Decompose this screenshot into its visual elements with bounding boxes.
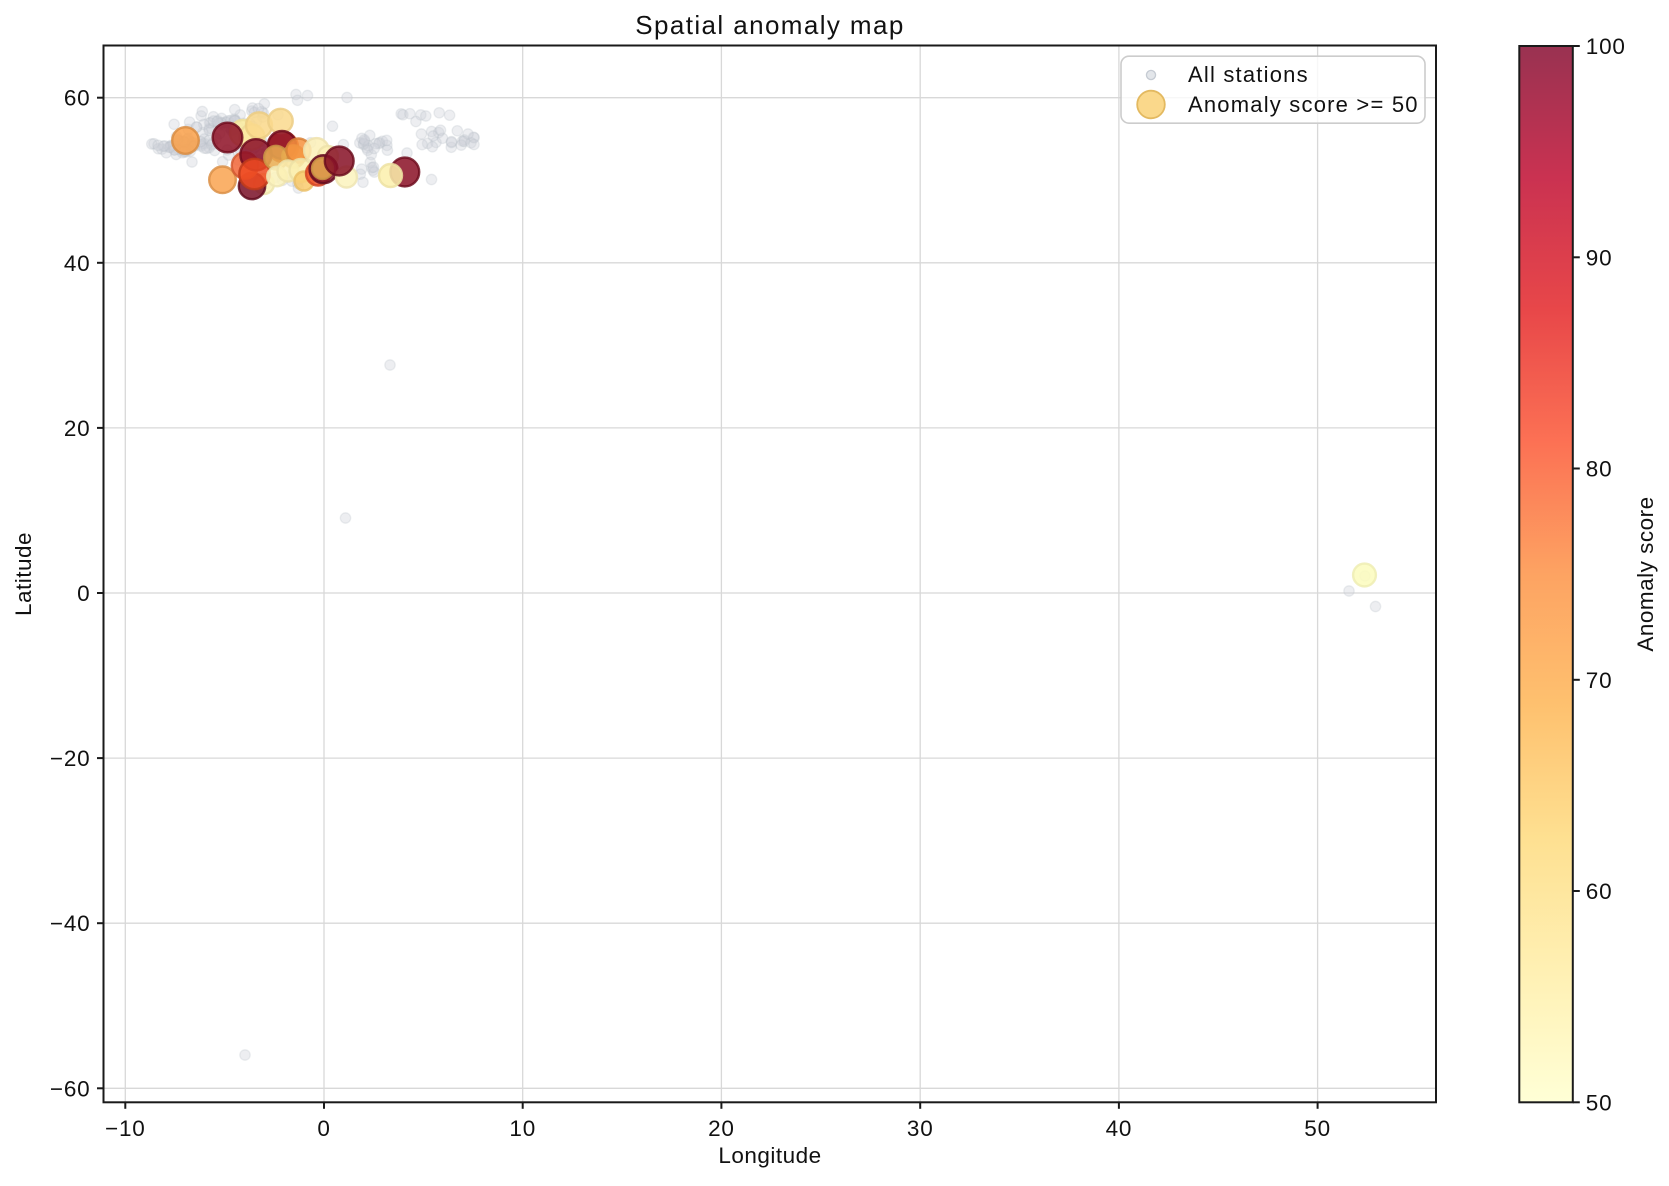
svg-text:40: 40: [64, 251, 91, 276]
svg-text:All stations: All stations: [1188, 62, 1309, 87]
svg-text:−40: −40: [50, 911, 91, 936]
svg-text:Spatial anomaly map: Spatial anomaly map: [635, 10, 904, 40]
svg-text:Longitude: Longitude: [718, 1143, 821, 1168]
svg-text:80: 80: [1586, 457, 1613, 482]
svg-text:0: 0: [317, 1116, 330, 1141]
svg-text:Anomaly score >= 50: Anomaly score >= 50: [1188, 92, 1419, 117]
svg-text:0: 0: [77, 581, 90, 606]
svg-text:−10: −10: [105, 1116, 146, 1141]
svg-text:20: 20: [708, 1116, 735, 1141]
svg-text:40: 40: [1106, 1116, 1133, 1141]
svg-text:60: 60: [64, 86, 91, 111]
svg-text:30: 30: [907, 1116, 934, 1141]
svg-text:10: 10: [509, 1116, 536, 1141]
svg-text:Latitude: Latitude: [11, 532, 36, 616]
svg-text:90: 90: [1586, 245, 1613, 270]
svg-text:−20: −20: [50, 746, 91, 771]
svg-text:−60: −60: [50, 1076, 91, 1101]
svg-text:50: 50: [1304, 1116, 1331, 1141]
svg-text:Anomaly score: Anomaly score: [1633, 496, 1658, 651]
svg-text:60: 60: [1586, 879, 1613, 904]
svg-text:70: 70: [1586, 668, 1613, 693]
svg-text:20: 20: [64, 416, 91, 441]
svg-text:50: 50: [1586, 1090, 1613, 1115]
svg-text:100: 100: [1586, 34, 1626, 59]
